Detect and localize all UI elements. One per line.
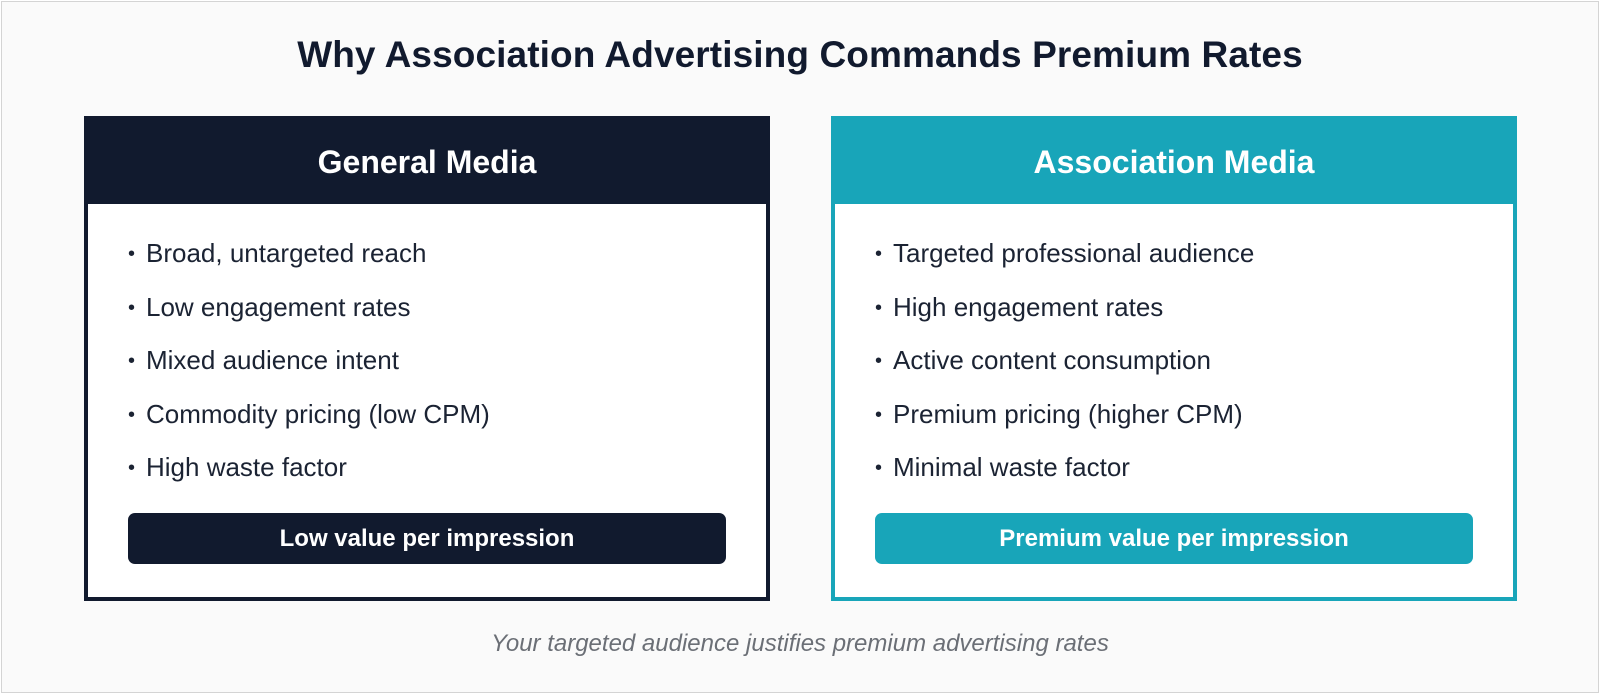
association-media-heading: Association Media bbox=[835, 120, 1513, 204]
list-item: • Mixed audience intent bbox=[128, 345, 399, 375]
bullet-icon: • bbox=[128, 350, 136, 372]
diagram-title: Why Association Advertising Commands Pre… bbox=[297, 34, 1303, 75]
general-media-points: • Broad, untargeted reach • Low engagement… bbox=[128, 238, 490, 506]
bullet-icon: • bbox=[875, 457, 883, 479]
diagram-caption: Your targeted audience justifies premium… bbox=[491, 630, 1109, 657]
bullet-icon: • bbox=[128, 243, 136, 265]
bullet-icon: • bbox=[875, 243, 883, 265]
list-item: • Targeted professional audience bbox=[875, 238, 1255, 268]
list-item: • Premium pricing (higher CPM) bbox=[875, 398, 1243, 429]
list-item: • Minimal waste factor bbox=[875, 452, 1130, 482]
bullet-icon: • bbox=[875, 403, 883, 426]
list-item: • Active content consumption bbox=[875, 345, 1211, 375]
bullet-icon: • bbox=[875, 350, 883, 372]
list-item: • High waste factor bbox=[128, 452, 347, 482]
bullet-icon: • bbox=[128, 457, 136, 479]
list-item: • Broad, untargeted reach bbox=[128, 238, 427, 268]
general-media-card: General Media • Broad, untargeted reach •… bbox=[84, 116, 770, 601]
association-media-card: Association Media • Targeted professional… bbox=[831, 116, 1517, 601]
list-item: • Low engagement rates bbox=[128, 291, 411, 322]
bullet-icon: • bbox=[128, 296, 136, 319]
bullet-icon: • bbox=[875, 296, 883, 319]
bullet-icon: • bbox=[128, 403, 136, 426]
association-media-points: • Targeted professional audience • High en… bbox=[875, 238, 1254, 506]
general-media-heading: General Media bbox=[88, 120, 766, 204]
list-item: • High engagement rates bbox=[875, 291, 1164, 322]
general-media-verdict: Low value per impression bbox=[128, 513, 726, 564]
association-media-verdict: Premium value per impression bbox=[875, 513, 1473, 564]
list-item: • Commodity pricing (low CPM) bbox=[128, 398, 490, 429]
